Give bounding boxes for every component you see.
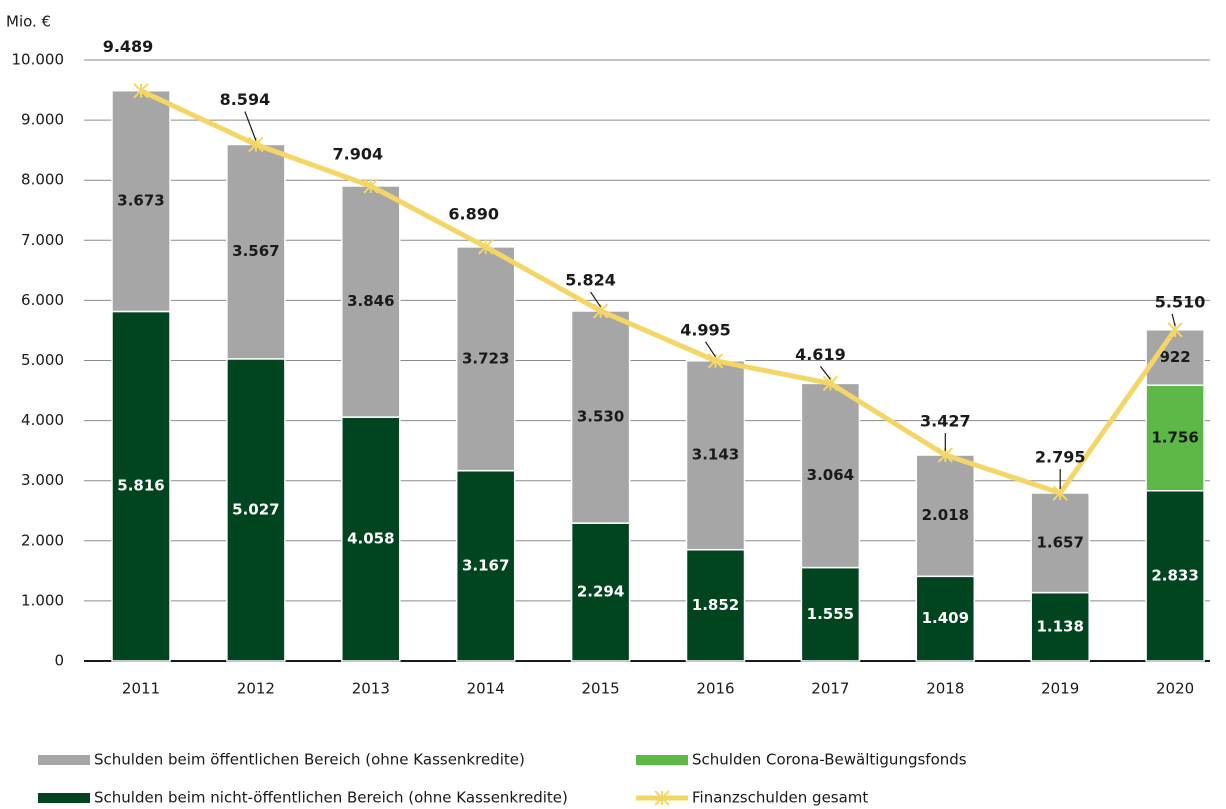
y-tick-label: 7.000 — [21, 231, 64, 249]
bar-segment — [1030, 591, 1090, 662]
bar-segment — [455, 469, 516, 662]
segment-label: 1.657 — [1036, 533, 1083, 551]
x-tick-label: 2014 — [467, 680, 505, 698]
bar-segment — [915, 575, 976, 662]
x-tick-label: 2013 — [352, 680, 390, 698]
line-marker — [363, 178, 379, 194]
segment-label: 2.294 — [577, 583, 624, 601]
legend-swatch — [38, 793, 90, 803]
total-label: 2.795 — [1035, 448, 1086, 467]
segment-label: 3.143 — [692, 446, 739, 464]
segment-label: 922 — [1159, 348, 1190, 366]
y-tick-label: 9.000 — [21, 111, 64, 129]
bar-segment — [685, 548, 746, 662]
leader-line — [819, 366, 831, 380]
y-tick-label: 0 — [54, 652, 64, 670]
leader-line — [590, 291, 602, 308]
x-tick-label: 2016 — [696, 680, 734, 698]
y-tick-label: 8.000 — [21, 171, 64, 189]
segment-label: 2.833 — [1151, 566, 1198, 584]
segment-label: 1.852 — [692, 596, 739, 614]
bar-segment — [800, 566, 861, 662]
bar-segment — [111, 310, 171, 662]
total-label: 4.619 — [795, 345, 846, 364]
y-tick-label: 10.000 — [12, 51, 65, 69]
segment-label: 5.816 — [117, 477, 164, 495]
y-tick-label: 2.000 — [21, 531, 64, 549]
segment-label: 3.673 — [117, 192, 164, 210]
x-tick-label: 2018 — [926, 680, 964, 698]
total-line — [139, 88, 1178, 496]
segment-label: 5.027 — [232, 500, 279, 518]
total-label: 5.510 — [1155, 292, 1206, 311]
segment-label: 3.530 — [577, 408, 624, 426]
leader-line — [1171, 313, 1176, 326]
bar-segment — [915, 454, 976, 578]
y-tick-label: 5.000 — [21, 351, 64, 369]
segment-label: 1.409 — [922, 609, 969, 627]
x-tick-label: 2019 — [1041, 680, 1079, 698]
legend-label: Schulden beim nicht-öffentlichen Bereich… — [94, 789, 568, 807]
legend-marker — [654, 790, 670, 806]
legend-label: Schulden Corona-Bewältigungsfonds — [692, 751, 967, 769]
bar-segment — [341, 416, 401, 662]
bar-segment — [800, 382, 861, 569]
y-tick-label: 4.000 — [21, 411, 64, 429]
total-label: 5.824 — [565, 270, 616, 289]
bar-segment — [341, 185, 401, 418]
total-label: 9.489 — [103, 37, 154, 56]
segment-label: 1.756 — [1151, 428, 1198, 446]
leader-line — [244, 111, 257, 141]
total-label: 8.594 — [220, 90, 271, 109]
bar-segment — [1030, 492, 1090, 594]
segment-label: 4.058 — [347, 530, 394, 548]
total-label: 7.904 — [332, 144, 383, 163]
segment-label: 1.138 — [1036, 617, 1083, 635]
total-label: 3.427 — [920, 412, 971, 431]
segment-label: 2.018 — [922, 506, 969, 524]
bar-segment — [570, 310, 631, 524]
segment-label: 3.723 — [462, 349, 509, 367]
x-tick-label: 2020 — [1156, 680, 1194, 698]
y-tick-label: 3.000 — [21, 471, 64, 489]
legend-swatch — [38, 755, 90, 765]
segment-label: 3.567 — [232, 242, 279, 260]
bar-segment — [455, 246, 516, 472]
bar-segment — [685, 360, 746, 551]
x-tick-label: 2012 — [237, 680, 275, 698]
bar-segment — [1145, 489, 1205, 662]
total-label: 6.890 — [448, 204, 499, 223]
line-marker — [477, 239, 494, 255]
y-tick-label: 1.000 — [21, 591, 64, 609]
x-tick-label: 2011 — [122, 680, 160, 698]
segment-label: 1.555 — [807, 605, 854, 623]
x-tick-label: 2017 — [811, 680, 849, 698]
segment-label: 3.064 — [807, 466, 854, 484]
segment-label: 3.167 — [462, 556, 509, 574]
y-tick-label: 6.000 — [21, 291, 64, 309]
x-tick-label: 2015 — [582, 680, 620, 698]
line-marker — [133, 83, 149, 99]
total-label: 4.995 — [680, 320, 731, 339]
y-axis-label: Mio. € — [6, 13, 51, 31]
legend-label: Schulden beim öffentlichen Bereich (ohne… — [94, 751, 525, 769]
legend-label: Finanzschulden gesamt — [692, 789, 868, 807]
segment-label: 3.846 — [347, 292, 394, 310]
legend-swatch — [636, 755, 688, 765]
leader-line — [705, 341, 716, 358]
